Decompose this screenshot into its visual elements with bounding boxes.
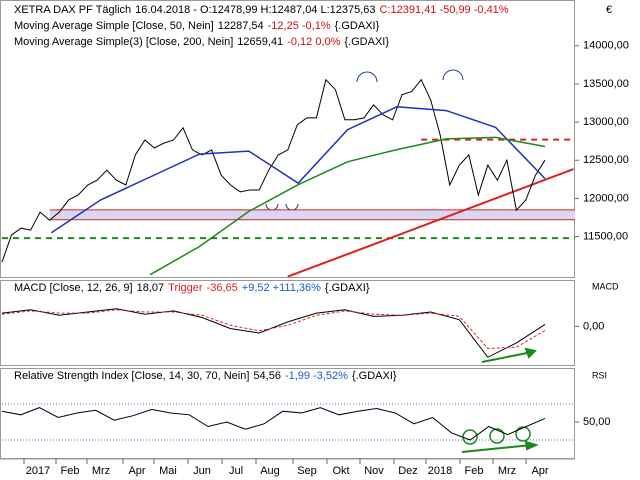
x-tick-label: 2018 [428,465,452,477]
side-label: RSI [592,370,607,380]
series-line [1,309,546,349]
legend-entry: Relative Strength Index [Close, 14, 30, … [14,370,397,382]
legend-suffix: {.GDAXI} [335,20,380,32]
legend-suffix: {.GDAXI} [352,370,397,382]
x-tick-label: Mrz [498,465,516,477]
x-tick-label: 2017 [26,465,50,477]
rsi-panel [0,368,575,459]
legend-name: Trigger [168,282,203,294]
legend-readout: 54,56 [253,370,281,382]
divergence-marks [461,347,539,453]
legend-suffix: {.GDAXI} [325,282,370,294]
x-tick-label: Apr [531,465,548,477]
arrow-head [524,440,539,451]
y-tick-label: 14000,00 [583,40,629,52]
circle [489,428,505,444]
y-tick-label: 11500,00 [583,230,628,242]
x-tick-label: Okt [332,465,349,477]
side-label: MACD [592,281,619,291]
y-tick-label: 12500,00 [583,154,629,166]
arrow [461,444,533,453]
legend-readout: 12287,54 [218,20,264,32]
legend-suffix: {.GDAXI} [344,36,389,48]
x-tick-label: Apr [128,465,145,477]
arrow-head [524,347,537,359]
legend-change: -0,12 0,0% [287,36,340,48]
legend-readout: 16.04.2018 - O:12478,99 H:12487,04 L:123… [135,4,375,16]
y-tick-label: 13500,00 [583,78,629,90]
series-line [149,136,546,276]
head-arc [356,71,378,83]
circle [515,426,531,442]
legend-change: +9,52 +111,36% [242,282,321,294]
legend-entry: XETRA DAX PF Täglich 16.04.2018 - O:12478… [14,4,509,16]
trend-line [287,168,574,278]
series-line [50,106,546,234]
legend-change: -1,99 -3,52% [285,370,348,382]
price-panel [0,0,575,278]
y-tick-label: 12000,00 [583,192,629,204]
legend-name: XETRA DAX PF Täglich [14,4,131,16]
x-tick-label: Feb [61,465,80,477]
legend-readout: -36,65 [207,282,238,294]
legend-name: MACD [Close, 12, 26, 9] [14,282,133,294]
x-tick-label: Jul [229,465,243,477]
x-tick-label: Nov [364,465,384,477]
shoulder-arc [265,203,279,211]
legend-change: C:12391,41 -50,99 -0,41% [380,4,509,16]
series-line [1,78,546,263]
x-tick-label: Aug [260,465,280,477]
legend-entry: Moving Average Simple(3) [Close, 200, Ne… [14,36,389,48]
series-line [1,407,546,441]
band [49,209,575,220]
x-tick-label: Jun [193,465,211,477]
legend-entry: Moving Average Simple [Close, 50, Nein] 1… [14,20,380,32]
y-tick-label: 0,00 [583,320,604,332]
series-line [1,308,546,358]
legend-name: Relative Strength Index [Close, 14, 30, … [14,370,249,382]
x-tick-label: Feb [465,465,484,477]
x-tick-label: Dez [398,465,418,477]
legend-readout: 18,07 [137,282,165,294]
arrow [481,351,533,363]
legend-name: Moving Average Simple [Close, 50, Nein] [14,20,214,32]
legend-change: -12,25 -0,1% [268,20,331,32]
legend-entry: MACD [Close, 12, 26, 9] 18,07 Trigger -36,6… [14,282,370,294]
shoulder-arc [285,203,299,211]
legend-name: Moving Average Simple(3) [Close, 200, Ne… [14,36,233,48]
y-tick-label: 50,00 [583,416,611,428]
unit-label: € [606,4,612,16]
x-tick-label: Mai [159,465,177,477]
head-arc [442,69,464,81]
y-tick-label: 13000,00 [583,116,629,128]
legend-readout: 12659,41 [237,36,283,48]
macd-panel [0,280,575,366]
x-tick-label: Sep [297,465,317,477]
x-tick-label: Mrz [92,465,110,477]
